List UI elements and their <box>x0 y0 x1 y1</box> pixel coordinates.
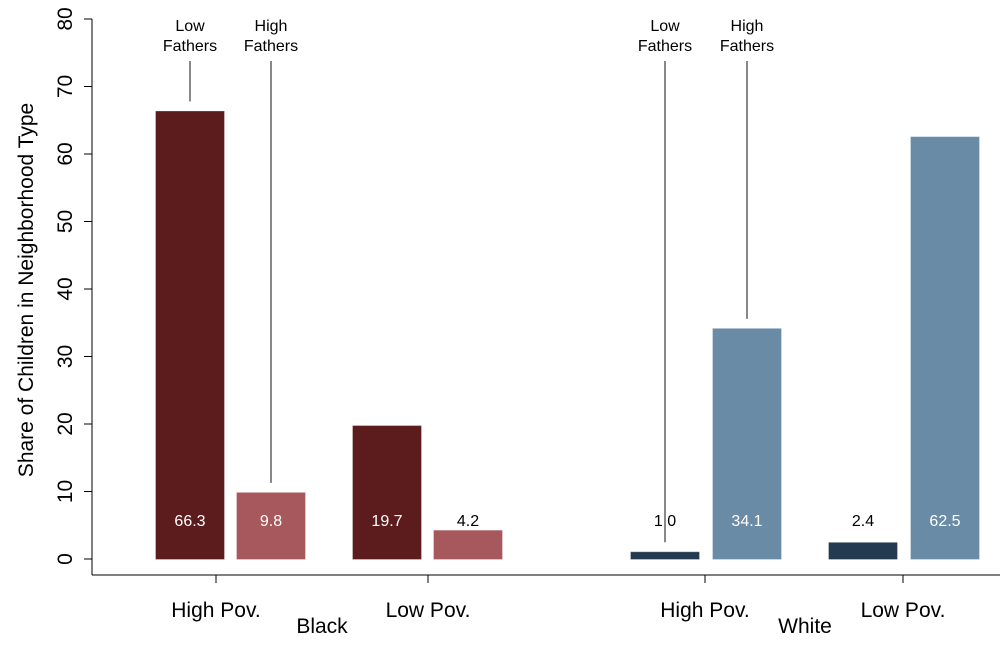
y-tick-label: 80 <box>54 7 77 30</box>
annotation: Fathers <box>163 38 217 55</box>
bar <box>712 328 782 560</box>
value-label: 19.7 <box>371 513 402 530</box>
group-label: Black <box>296 615 348 638</box>
value-label: 2.4 <box>852 513 874 530</box>
bar <box>828 542 898 560</box>
y-tick-label: 20 <box>54 412 77 435</box>
annotation: Fathers <box>720 38 774 55</box>
y-tick-label: 40 <box>54 277 77 300</box>
y-tick-label: 30 <box>54 345 77 368</box>
annotation: Low <box>175 18 205 35</box>
x-tick-label: Low Pov. <box>861 599 946 622</box>
annotation: High <box>731 18 764 35</box>
x-tick-label: Low Pov. <box>386 599 471 622</box>
value-label: 66.3 <box>174 513 205 530</box>
annotation: Fathers <box>244 38 298 55</box>
bar <box>630 551 700 560</box>
value-label: 9.8 <box>260 513 282 530</box>
y-tick-label: 70 <box>54 75 77 98</box>
x-tick-label: High Pov. <box>171 599 261 622</box>
bar <box>433 530 503 560</box>
y-axis-label: Share of Children in Neighborhood Type <box>15 103 38 477</box>
bar <box>910 136 980 560</box>
bar <box>155 110 225 560</box>
annotation: Low <box>650 18 680 35</box>
y-tick-label: 10 <box>54 480 77 503</box>
annotation: High <box>255 18 288 35</box>
bar <box>236 492 306 560</box>
value-label: 34.1 <box>731 513 762 530</box>
x-tick-label: High Pov. <box>660 599 750 622</box>
y-tick-label: 0 <box>54 553 77 565</box>
y-tick-label: 60 <box>54 142 77 165</box>
group-label: White <box>778 615 832 638</box>
value-label: 4.2 <box>457 513 479 530</box>
annotation: Fathers <box>638 38 692 55</box>
y-tick-label: 50 <box>54 210 77 233</box>
bar <box>352 425 422 560</box>
value-label: 62.5 <box>929 513 960 530</box>
